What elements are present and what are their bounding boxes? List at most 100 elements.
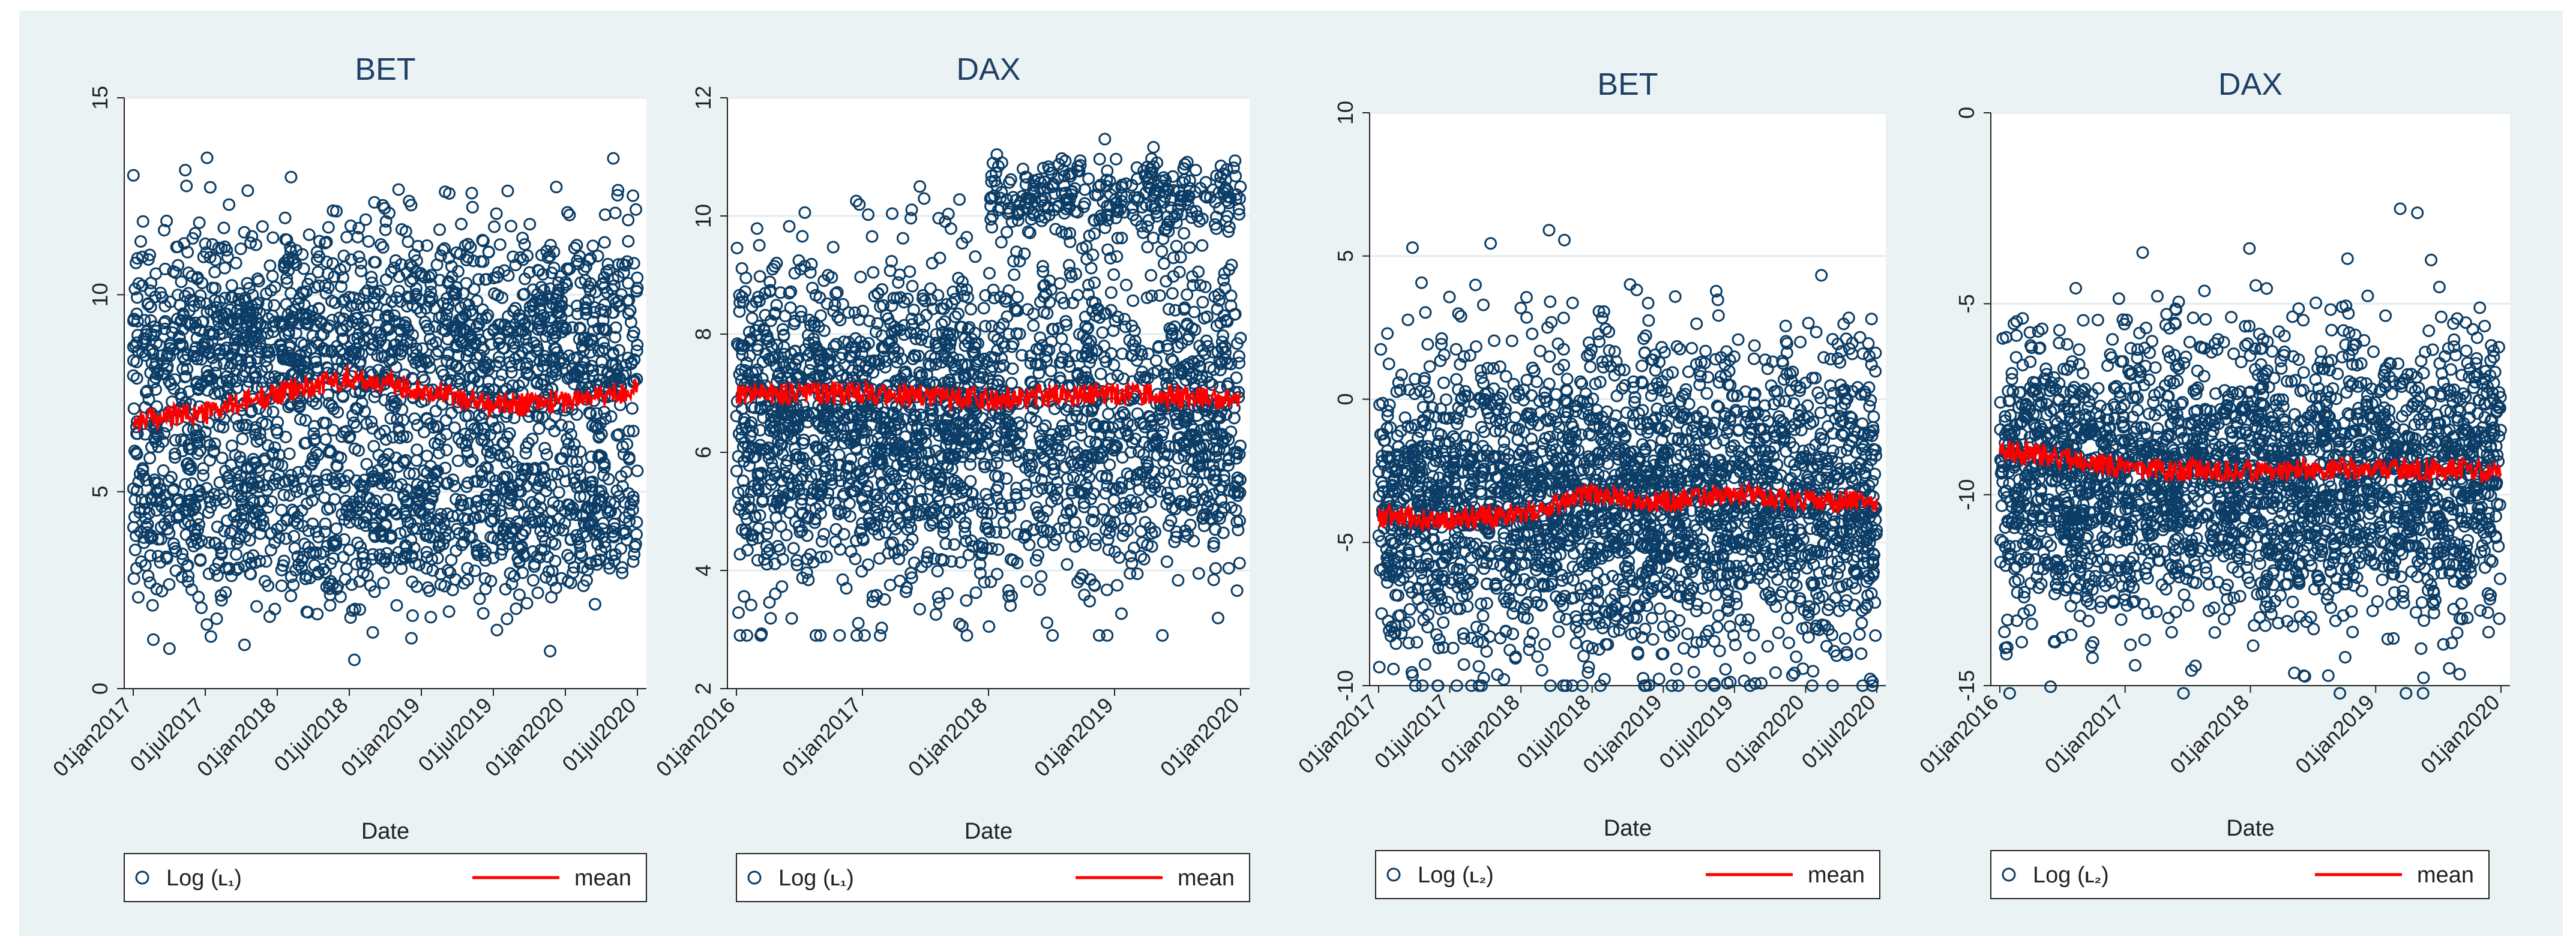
data-point xyxy=(287,368,300,382)
data-point xyxy=(1002,584,1015,597)
data-point xyxy=(1066,379,1079,392)
data-point xyxy=(211,569,224,582)
data-point xyxy=(895,479,908,492)
data-point xyxy=(942,376,955,389)
data-point xyxy=(896,232,909,245)
data-point xyxy=(934,302,948,315)
data-point xyxy=(500,410,513,424)
data-point xyxy=(1056,419,1069,432)
data-point xyxy=(232,293,245,306)
data-point xyxy=(875,476,888,489)
data-point xyxy=(424,332,437,346)
data-point xyxy=(526,516,539,529)
data-point xyxy=(250,600,263,613)
data-point xyxy=(937,521,950,534)
data-point xyxy=(304,485,317,498)
data-point xyxy=(377,576,390,590)
data-point xyxy=(351,230,364,244)
data-point xyxy=(262,439,274,452)
data-point xyxy=(221,514,234,527)
data-point xyxy=(609,206,622,220)
data-point xyxy=(1116,406,1130,419)
data-point xyxy=(1115,189,1128,202)
data-point xyxy=(151,476,164,489)
data-point xyxy=(258,452,271,466)
data-point xyxy=(475,500,488,513)
data-point xyxy=(128,543,142,557)
data-point xyxy=(531,343,544,356)
data-point xyxy=(745,485,758,498)
data-point xyxy=(294,357,307,370)
data-point xyxy=(926,455,939,469)
data-point xyxy=(1083,594,1096,608)
data-point xyxy=(1102,407,1115,421)
data-point xyxy=(496,537,509,551)
data-point xyxy=(457,576,471,590)
data-point xyxy=(1233,356,1246,370)
data-point xyxy=(1036,260,1049,273)
data-point xyxy=(479,554,492,567)
data-point xyxy=(459,409,472,422)
data-point xyxy=(969,586,983,599)
data-point xyxy=(868,290,881,302)
data-point xyxy=(476,233,489,247)
data-point xyxy=(426,492,439,505)
data-point xyxy=(337,250,351,262)
data-point xyxy=(501,612,514,626)
data-point xyxy=(390,397,403,410)
data-point xyxy=(834,475,847,488)
data-point xyxy=(251,504,264,517)
data-point xyxy=(203,439,217,452)
data-point xyxy=(346,409,359,422)
data-point xyxy=(626,329,639,343)
data-point xyxy=(568,561,580,574)
data-point xyxy=(964,458,977,471)
data-point xyxy=(383,354,396,367)
data-point xyxy=(158,262,172,275)
data-point xyxy=(1213,458,1226,471)
data-point xyxy=(1197,467,1211,479)
data-point xyxy=(628,353,641,366)
data-point xyxy=(801,416,814,429)
data-point xyxy=(433,311,446,325)
data-point xyxy=(330,459,343,472)
data-point xyxy=(1173,266,1186,278)
data-point xyxy=(163,642,176,655)
data-point xyxy=(981,522,995,536)
data-point xyxy=(816,535,828,548)
data-point xyxy=(592,430,606,443)
data-point xyxy=(1110,483,1123,497)
data-point xyxy=(768,501,781,514)
data-point xyxy=(185,583,198,596)
data-point xyxy=(146,599,159,612)
data-point xyxy=(266,320,280,333)
data-point xyxy=(284,241,297,254)
data-point xyxy=(142,569,155,582)
data-point xyxy=(134,235,147,248)
data-point xyxy=(842,306,855,319)
data-point xyxy=(167,343,180,356)
data-point xyxy=(850,194,863,208)
data-point xyxy=(266,449,279,462)
data-point xyxy=(552,486,565,499)
data-point xyxy=(360,491,373,504)
data-point xyxy=(229,256,242,269)
data-point xyxy=(600,265,613,278)
data-point xyxy=(470,539,483,552)
data-point xyxy=(771,338,783,352)
data-point xyxy=(244,406,257,419)
data-point xyxy=(346,604,359,617)
data-point xyxy=(567,352,580,365)
data-point xyxy=(520,597,534,610)
data-point xyxy=(160,497,173,510)
data-point xyxy=(1224,358,1238,371)
data-point xyxy=(493,333,506,346)
data-point xyxy=(468,564,481,578)
data-point xyxy=(782,471,795,484)
data-point xyxy=(802,313,816,326)
data-point xyxy=(359,511,372,524)
data-point xyxy=(1111,369,1124,382)
data-point xyxy=(197,469,210,482)
data-point xyxy=(265,284,277,297)
data-point xyxy=(573,322,586,335)
